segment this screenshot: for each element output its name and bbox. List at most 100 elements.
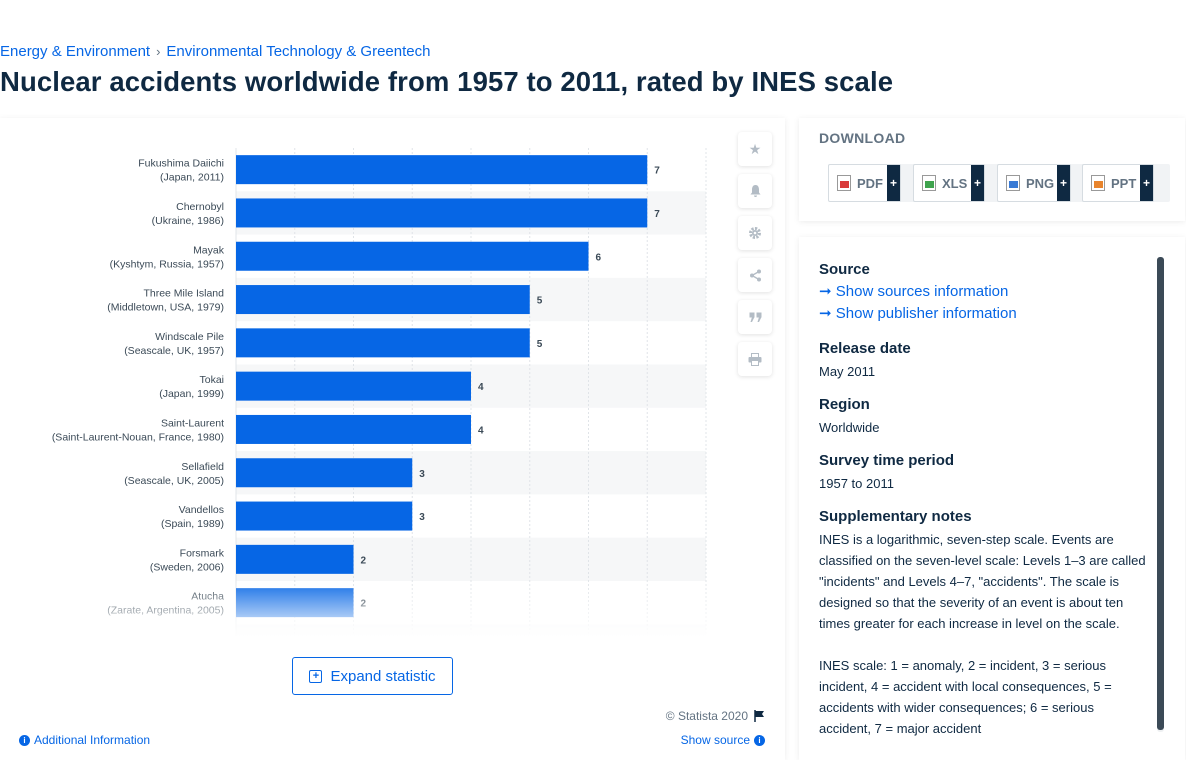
statistic-info-content: Source ➞ Show sources information ➞ Show… <box>819 261 1149 739</box>
ppt-file-icon <box>1091 175 1105 191</box>
chart-area: 7 Fukushima Daiichi (Japan, 2011) 7 Chernoby… <box>0 146 730 636</box>
scrollbar-thumb[interactable] <box>1157 257 1164 730</box>
breadcrumb-link-greentech[interactable]: Environmental Technology & Greentech <box>166 43 431 60</box>
category-sublabel: (Japan, 2011) <box>160 172 224 184</box>
spacer <box>819 326 1149 340</box>
additional-information-link[interactable]: i Additional Information <box>19 733 150 747</box>
ppt-plus-icon: + <box>1140 165 1153 201</box>
show-source-label: Show source <box>680 733 750 747</box>
bar <box>236 414 471 444</box>
bar <box>236 371 471 401</box>
category-label: Chernobyl <box>176 201 224 213</box>
category-sublabel: (Sweden, 2006) <box>150 561 224 573</box>
category-label: Sellafield <box>181 461 224 473</box>
category-label: Tokai <box>199 374 224 386</box>
png-file-icon <box>1006 175 1020 191</box>
download-ppt-label: PPT <box>1111 175 1137 191</box>
quote-icon[interactable] <box>738 300 772 334</box>
breadcrumb-separator: › <box>156 44 161 59</box>
category-label: Mayak <box>193 244 225 256</box>
breadcrumb: Energy & Environment › Environmental Tec… <box>0 43 430 60</box>
download-xls-button[interactable]: XLS + <box>913 164 985 202</box>
share-icon[interactable] <box>738 258 772 292</box>
bar <box>236 588 354 618</box>
bar <box>236 285 530 315</box>
data-label: 2 <box>361 599 367 610</box>
category-label: Atucha <box>191 591 224 603</box>
flag-icon[interactable] <box>754 710 765 722</box>
notes-heading: Supplementary notes <box>819 508 972 525</box>
category-label: Windscale Pile <box>155 331 224 343</box>
data-label: 3 <box>419 512 425 523</box>
chart-toolbar: ★ <box>738 132 772 384</box>
info-scrollbar[interactable] <box>1157 257 1164 732</box>
plus-square-icon: + <box>309 669 323 683</box>
notes-paragraph-2: INES scale: 1 = anomaly, 2 = incident, 3… <box>819 658 1112 736</box>
survey-heading: Survey time period <box>819 452 955 469</box>
category-label: Forsmark <box>180 547 225 559</box>
arrow-right-icon: ➞ <box>819 305 836 322</box>
statistic-info-card: Source ➞ Show sources information ➞ Show… <box>799 237 1185 760</box>
page-title: Nuclear accidents worldwide from 1957 to… <box>0 66 894 97</box>
bar <box>236 241 589 271</box>
source-heading: Source <box>819 261 870 278</box>
region-heading: Region <box>819 396 870 413</box>
additional-information-label: Additional Information <box>34 733 151 747</box>
category-label: Fukushima Daiichi <box>138 158 224 170</box>
category-sublabel: (Seascale, UK, 2005) <box>124 475 224 487</box>
row-band <box>236 624 706 636</box>
show-publisher-link[interactable]: ➞ Show publisher information <box>819 304 1149 322</box>
copyright-text: © Statista 2020 <box>665 709 748 723</box>
category-label: Three Mile Island <box>143 288 224 300</box>
data-label: 7 <box>654 209 660 220</box>
category-sublabel: (Spain, 1989) <box>161 518 224 530</box>
bar <box>236 328 530 358</box>
data-label: 5 <box>537 339 543 350</box>
xls-plus-icon: + <box>971 165 984 201</box>
gear-icon[interactable] <box>738 216 772 250</box>
show-publisher-label: Show publisher information <box>835 305 1017 322</box>
download-pdf-button[interactable]: PDF + <box>828 164 901 202</box>
pdf-plus-icon: + <box>887 165 900 201</box>
data-label: 7 <box>654 166 660 177</box>
notes-paragraph-1: INES is a logarithmic, seven-step scale.… <box>819 532 1146 631</box>
show-sources-link[interactable]: ➞ Show sources information <box>819 282 1149 300</box>
print-icon[interactable] <box>738 342 772 376</box>
data-label: 6 <box>596 252 602 263</box>
bar <box>236 198 648 228</box>
download-xls-label: XLS <box>942 175 968 191</box>
show-sources-label: Show sources information <box>835 283 1009 300</box>
download-ppt-button[interactable]: PPT + <box>1082 164 1154 202</box>
data-label: 2 <box>361 555 367 566</box>
expand-label: Expand statistic <box>330 667 436 685</box>
region-value: Worldwide <box>819 420 880 435</box>
category-sublabel: (Kyshtym, Russia, 1957) <box>110 258 224 270</box>
breadcrumb-link-energy[interactable]: Energy & Environment <box>0 43 151 60</box>
xls-file-icon <box>922 175 936 191</box>
data-label: 4 <box>478 382 484 393</box>
download-card: DOWNLOAD PDF + XLS + PNG + PPT + <box>799 118 1185 221</box>
chart-card: 7 Fukushima Daiichi (Japan, 2011) 7 Chernoby… <box>0 118 785 760</box>
category-sublabel: (Middletown, USA, 1979) <box>107 302 224 314</box>
star-icon[interactable]: ★ <box>738 132 772 166</box>
release-heading: Release date <box>819 340 911 357</box>
data-label: 3 <box>419 469 425 480</box>
data-label: 4 <box>478 425 484 436</box>
bar <box>236 155 648 185</box>
bar <box>236 544 354 574</box>
info-icon: i <box>754 734 765 746</box>
arrow-right-icon: ➞ <box>819 283 836 300</box>
category-sublabel: (Ukraine, 1986) <box>152 215 224 227</box>
copyright: © Statista 2020 <box>666 709 765 723</box>
show-source-link[interactable]: Show source i <box>681 733 765 747</box>
png-plus-icon: + <box>1057 165 1070 201</box>
category-sublabel: (Saint-Laurent-Nouan, France, 1980) <box>52 431 224 443</box>
expand-statistic-button[interactable]: + Expand statistic <box>292 657 453 695</box>
bar <box>236 458 413 488</box>
download-png-label: PNG <box>1026 175 1055 191</box>
category-sublabel: (Japan, 1999) <box>159 388 224 400</box>
download-title: DOWNLOAD <box>819 130 906 146</box>
download-png-button[interactable]: PNG + <box>997 164 1071 202</box>
spacer <box>819 438 1149 452</box>
bell-icon[interactable] <box>738 174 772 208</box>
